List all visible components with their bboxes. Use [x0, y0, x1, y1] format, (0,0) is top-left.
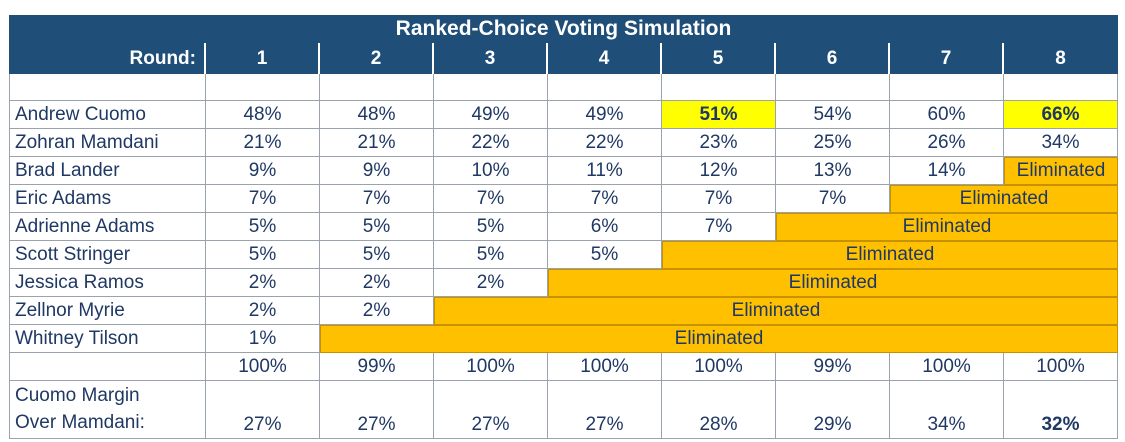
- vote-share-cell: 5%: [434, 213, 548, 241]
- vote-share-cell: 13%: [776, 157, 890, 185]
- vote-share-cell: 54%: [776, 101, 890, 129]
- eliminated-band: Eliminated: [320, 325, 1118, 353]
- margin-label-line1: Cuomo Margin: [15, 385, 140, 406]
- blank-cell: [662, 74, 776, 101]
- eliminated-band: Eliminated: [1004, 157, 1118, 185]
- total-cell: 99%: [776, 353, 890, 381]
- vote-share-cell: 7%: [434, 185, 548, 213]
- candidate-name: Eric Adams: [9, 185, 206, 213]
- vote-share-cell: 22%: [548, 129, 662, 157]
- vote-share-cell: 51%: [662, 101, 776, 129]
- vote-share-cell: 23%: [662, 129, 776, 157]
- vote-share-cell: 7%: [548, 185, 662, 213]
- margin-cell: 27%: [548, 381, 662, 439]
- vote-share-cell: 6%: [548, 213, 662, 241]
- blank-cell: [776, 74, 890, 101]
- table-title: Ranked-Choice Voting Simulation: [9, 15, 1118, 43]
- vote-share-cell: 7%: [662, 213, 776, 241]
- vote-share-cell: 49%: [434, 101, 548, 129]
- total-cell: 100%: [1004, 353, 1118, 381]
- margin-cell: 28%: [662, 381, 776, 439]
- candidate-name: Scott Stringer: [9, 241, 206, 269]
- vote-share-cell: 9%: [206, 157, 320, 185]
- margin-cell: 29%: [776, 381, 890, 439]
- vote-share-cell: 5%: [206, 213, 320, 241]
- blank-cell: [548, 74, 662, 101]
- margin-label-line2: Over Mamdani:: [15, 412, 145, 433]
- vote-share-cell: 34%: [1004, 129, 1118, 157]
- margin-cell: 27%: [206, 381, 320, 439]
- round-label: Round:: [9, 43, 206, 74]
- round-header-3: 3: [434, 43, 548, 74]
- vote-share-cell: 1%: [206, 325, 320, 353]
- vote-share-cell: 60%: [890, 101, 1004, 129]
- eliminated-band: Eliminated: [548, 269, 1118, 297]
- eliminated-band: Eliminated: [890, 185, 1118, 213]
- candidate-name: Andrew Cuomo: [9, 101, 206, 129]
- vote-share-cell: 5%: [548, 241, 662, 269]
- total-cell: 99%: [320, 353, 434, 381]
- vote-share-cell: 12%: [662, 157, 776, 185]
- margin-cell: 34%: [890, 381, 1004, 439]
- blank-cell: [890, 74, 1004, 101]
- eliminated-band: Eliminated: [662, 241, 1118, 269]
- round-header-8: 8: [1004, 43, 1118, 74]
- total-cell: 100%: [662, 353, 776, 381]
- total-cell: 100%: [548, 353, 662, 381]
- vote-share-cell: 7%: [662, 185, 776, 213]
- round-header-2: 2: [320, 43, 434, 74]
- vote-share-cell: 7%: [320, 185, 434, 213]
- margin-cell: 27%: [434, 381, 548, 439]
- blank-row-label: [9, 74, 206, 101]
- vote-share-cell: 49%: [548, 101, 662, 129]
- total-cell: 100%: [206, 353, 320, 381]
- candidate-name: Jessica Ramos: [9, 269, 206, 297]
- blank-cell: [1004, 74, 1118, 101]
- vote-share-cell: 22%: [434, 129, 548, 157]
- vote-share-cell: 48%: [320, 101, 434, 129]
- vote-share-cell: 25%: [776, 129, 890, 157]
- vote-share-cell: 11%: [548, 157, 662, 185]
- vote-share-cell: 5%: [434, 241, 548, 269]
- vote-share-cell: 26%: [890, 129, 1004, 157]
- vote-share-cell: 21%: [206, 129, 320, 157]
- candidate-name: Zellnor Myrie: [9, 297, 206, 325]
- margin-cell: 27%: [320, 381, 434, 439]
- round-header-7: 7: [890, 43, 1004, 74]
- vote-share-cell: 5%: [320, 213, 434, 241]
- round-header-1: 1: [206, 43, 320, 74]
- vote-share-cell: 10%: [434, 157, 548, 185]
- vote-share-cell: 7%: [776, 185, 890, 213]
- vote-share-cell: 2%: [206, 297, 320, 325]
- blank-cell: [320, 74, 434, 101]
- vote-share-cell: 2%: [206, 269, 320, 297]
- vote-share-cell: 7%: [206, 185, 320, 213]
- vote-share-cell: 5%: [320, 241, 434, 269]
- eliminated-band: Eliminated: [776, 213, 1118, 241]
- vote-share-cell: 48%: [206, 101, 320, 129]
- total-cell: 100%: [890, 353, 1004, 381]
- blank-cell: [434, 74, 548, 101]
- vote-share-cell: 2%: [320, 269, 434, 297]
- margin-cell: 32%: [1004, 381, 1118, 439]
- total-cell: 100%: [434, 353, 548, 381]
- round-header-5: 5: [662, 43, 776, 74]
- round-header-4: 4: [548, 43, 662, 74]
- round-header-6: 6: [776, 43, 890, 74]
- vote-share-cell: 2%: [434, 269, 548, 297]
- blank-cell: [206, 74, 320, 101]
- vote-share-cell: 9%: [320, 157, 434, 185]
- vote-share-cell: 14%: [890, 157, 1004, 185]
- totals-label: [9, 353, 206, 381]
- candidate-name: Brad Lander: [9, 157, 206, 185]
- candidate-name: Zohran Mamdani: [9, 129, 206, 157]
- vote-share-cell: 66%: [1004, 101, 1118, 129]
- vote-share-cell: 2%: [320, 297, 434, 325]
- candidate-name: Whitney Tilson: [9, 325, 206, 353]
- eliminated-band: Eliminated: [434, 297, 1118, 325]
- candidate-name: Adrienne Adams: [9, 213, 206, 241]
- margin-label: Cuomo Margin Over Mamdani:: [9, 381, 206, 439]
- vote-share-cell: 21%: [320, 129, 434, 157]
- vote-share-cell: 5%: [206, 241, 320, 269]
